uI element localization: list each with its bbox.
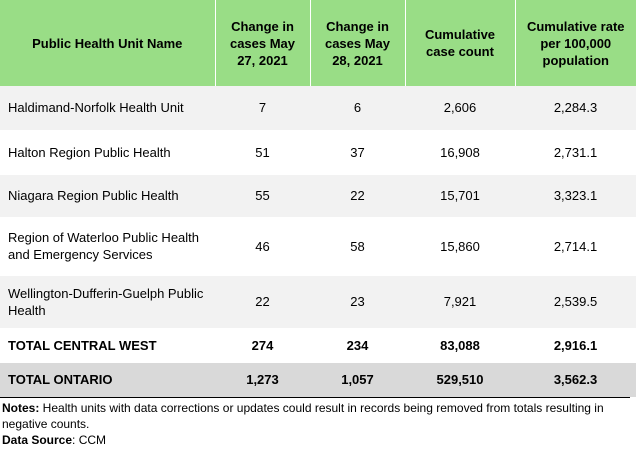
total-ontario-row: TOTAL ONTARIO 1,273 1,057 529,510 3,562.… bbox=[0, 362, 636, 398]
cumulative-count-cell: 83,088 bbox=[405, 328, 515, 363]
unit-name-cell: Haldimand-Norfolk Health Unit bbox=[0, 86, 215, 131]
table-row: Halton Region Public Health 51 37 16,908… bbox=[0, 130, 636, 175]
notes-label: Notes: bbox=[2, 401, 40, 415]
table-row: Niagara Region Public Health 55 22 15,70… bbox=[0, 174, 636, 218]
unit-name-cell: TOTAL CENTRAL WEST bbox=[0, 328, 215, 363]
header-change-may28: Change in cases May 28, 2021 bbox=[310, 0, 406, 86]
change-may27-cell: 46 bbox=[215, 217, 310, 276]
change-may27-cell: 7 bbox=[215, 86, 310, 131]
table-row: Wellington-Dufferin-Guelph Public Health… bbox=[0, 275, 636, 329]
cumulative-count-cell: 15,860 bbox=[405, 217, 515, 276]
data-source-label: Data Source bbox=[2, 433, 73, 447]
header-cumulative-count: Cumulative case count bbox=[405, 0, 516, 86]
case-summary-table: Public Health Unit Name Change in cases … bbox=[0, 0, 636, 398]
cumulative-rate-cell: 2,539.5 bbox=[515, 275, 636, 329]
change-may28-cell: 58 bbox=[310, 217, 405, 276]
change-may28-cell: 1,057 bbox=[310, 362, 405, 398]
cumulative-rate-cell: 2,714.1 bbox=[515, 217, 636, 276]
cumulative-rate-cell: 2,284.3 bbox=[515, 86, 636, 131]
data-source-paragraph: Data Source: CCM bbox=[2, 432, 628, 448]
cumulative-rate-cell: 3,323.1 bbox=[515, 174, 636, 218]
unit-name-cell: Wellington-Dufferin-Guelph Public Health bbox=[0, 275, 215, 329]
cumulative-rate-cell: 2,916.1 bbox=[515, 328, 636, 363]
change-may28-cell: 234 bbox=[310, 328, 405, 363]
change-may27-cell: 51 bbox=[215, 130, 310, 175]
data-source-text: : CCM bbox=[72, 433, 107, 447]
cumulative-count-cell: 7,921 bbox=[405, 275, 515, 329]
table-notes: Notes: Health units with data correction… bbox=[0, 397, 630, 448]
header-cumulative-rate: Cumulative rate per 100,000 population bbox=[515, 0, 636, 86]
cumulative-count-cell: 529,510 bbox=[405, 362, 515, 398]
change-may28-cell: 37 bbox=[310, 130, 405, 175]
unit-name-cell: Halton Region Public Health bbox=[0, 130, 215, 175]
change-may28-cell: 6 bbox=[310, 86, 405, 131]
total-central-west-row: TOTAL CENTRAL WEST 274 234 83,088 2,916.… bbox=[0, 328, 636, 363]
unit-name-cell: TOTAL ONTARIO bbox=[0, 362, 215, 398]
change-may28-cell: 23 bbox=[310, 275, 405, 329]
change-may28-cell: 22 bbox=[310, 174, 405, 218]
unit-name-cell: Region of Waterloo Public Health and Eme… bbox=[0, 217, 215, 276]
change-may27-cell: 22 bbox=[215, 275, 310, 329]
notes-paragraph: Notes: Health units with data correction… bbox=[2, 400, 628, 432]
change-may27-cell: 1,273 bbox=[215, 362, 310, 398]
cumulative-count-cell: 16,908 bbox=[405, 130, 515, 175]
header-change-may27: Change in cases May 27, 2021 bbox=[215, 0, 311, 86]
table-header-row: Public Health Unit Name Change in cases … bbox=[0, 0, 636, 86]
cumulative-rate-cell: 3,562.3 bbox=[515, 362, 636, 398]
cumulative-count-cell: 15,701 bbox=[405, 174, 515, 218]
cumulative-rate-cell: 2,731.1 bbox=[515, 130, 636, 175]
table-row: Haldimand-Norfolk Health Unit 7 6 2,606 … bbox=[0, 86, 636, 131]
cumulative-count-cell: 2,606 bbox=[405, 86, 515, 131]
table-row: Region of Waterloo Public Health and Eme… bbox=[0, 217, 636, 276]
unit-name-cell: Niagara Region Public Health bbox=[0, 174, 215, 218]
change-may27-cell: 55 bbox=[215, 174, 310, 218]
notes-text: Health units with data corrections or up… bbox=[2, 401, 604, 431]
header-unit-name: Public Health Unit Name bbox=[0, 0, 216, 86]
change-may27-cell: 274 bbox=[215, 328, 310, 363]
